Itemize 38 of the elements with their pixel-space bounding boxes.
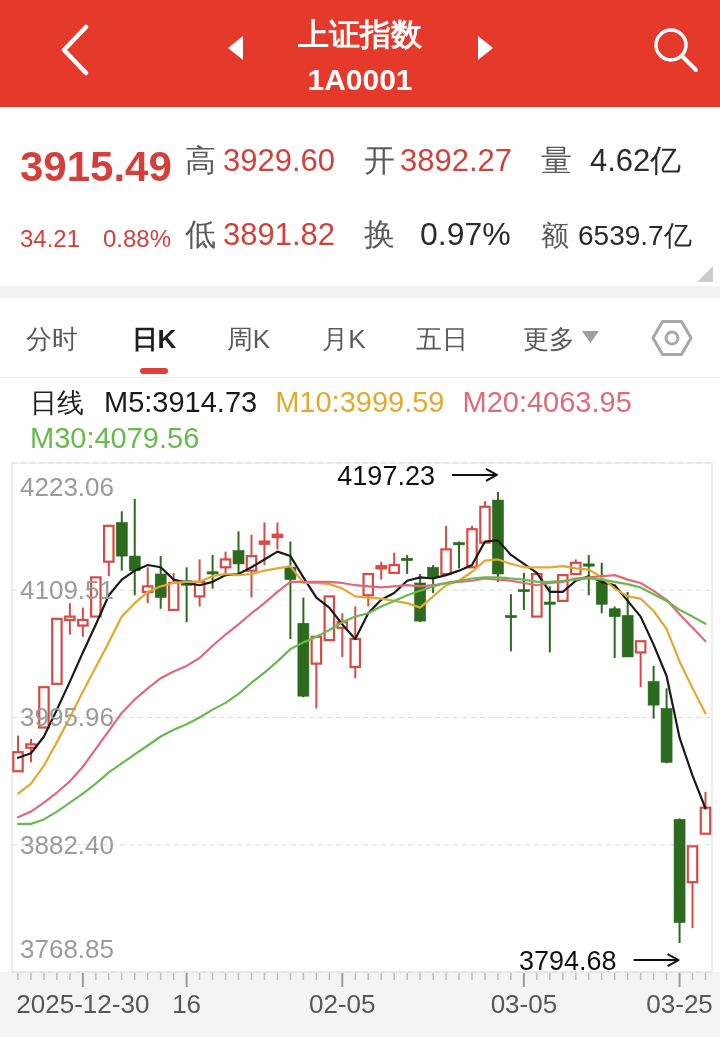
text: 高 <box>185 143 216 178</box>
text: 五日 <box>415 324 468 354</box>
text: M10:3999.59 <box>275 386 445 418</box>
x-tick-label: 03-25 <box>646 989 713 1019</box>
text: M30:4079.56 <box>30 422 200 454</box>
x-tick-label: 03-05 <box>490 989 558 1019</box>
y-tick-label: 3882.40 <box>20 829 114 860</box>
text: 3915.49 <box>20 143 172 190</box>
text: 3891.82 <box>223 217 336 252</box>
text: 6539.7亿 <box>578 220 692 251</box>
x-tick-label: 16 <box>172 989 202 1019</box>
text: 3929.60 <box>223 143 336 178</box>
text: 低 <box>185 217 216 252</box>
annotation: 3794.68 <box>518 946 617 977</box>
text: M20:4063.95 <box>462 386 632 418</box>
text: 月K <box>322 324 367 354</box>
x-tick-label: 02-05 <box>309 989 376 1019</box>
annotation: 4197.23 <box>337 460 435 491</box>
text: 0.88% <box>103 225 172 252</box>
text: 3892.27 <box>400 143 513 178</box>
text: 周K <box>226 324 271 354</box>
y-tick-label: 4223.06 <box>20 472 114 502</box>
text: 分时 <box>25 324 78 354</box>
text: 开 <box>364 143 395 178</box>
text: 上证指数 <box>297 17 423 52</box>
text: 日K <box>131 324 177 354</box>
text: 34.21 <box>20 225 81 252</box>
text: 1A0001 <box>307 63 413 96</box>
legend-title: 日线 <box>30 388 84 418</box>
text: 4.62亿 <box>590 143 682 178</box>
text: 更多 <box>523 324 575 354</box>
text: 量 <box>541 143 572 178</box>
text: 额 <box>541 220 569 251</box>
y-tick-label: 3768.85 <box>20 934 114 964</box>
text: 换 <box>364 217 395 252</box>
text: M5:3914.73 <box>104 386 258 418</box>
x-tick-label: 2025-12-30 <box>16 989 150 1019</box>
text: 0.97% <box>420 216 511 252</box>
